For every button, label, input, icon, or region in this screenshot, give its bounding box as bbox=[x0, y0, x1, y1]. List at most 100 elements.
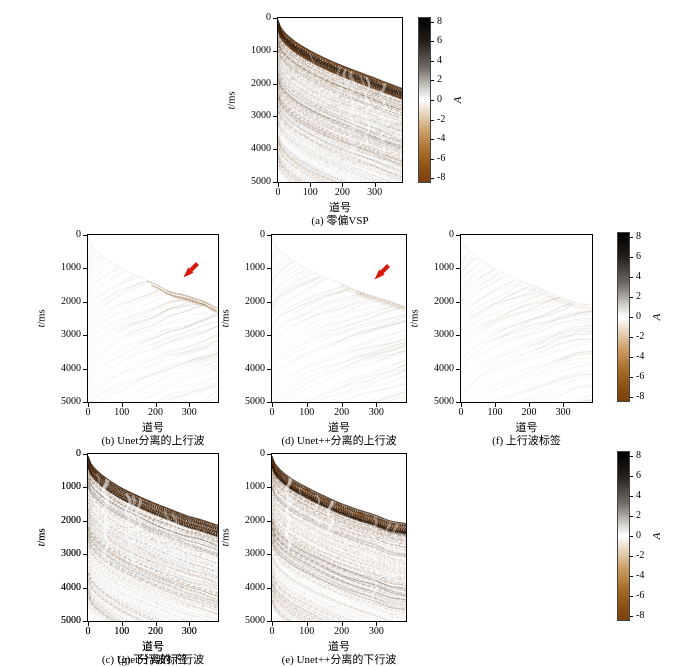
x-tick bbox=[374, 183, 376, 187]
y-tick-label: 0 bbox=[449, 229, 454, 240]
y-tick-label: 3000 bbox=[61, 548, 81, 560]
colorbar-tick bbox=[630, 536, 633, 537]
x-tick-label: 300 bbox=[368, 626, 384, 637]
y-tick bbox=[267, 235, 271, 236]
colorbar-tick-label: 2 bbox=[437, 74, 442, 86]
x-tick bbox=[563, 403, 565, 407]
colorbar-tick-label: -4 bbox=[437, 133, 446, 145]
x-tick bbox=[88, 622, 89, 626]
y-tick-label: 4000 bbox=[61, 362, 81, 374]
panel-g-downgoing-label: 0 1000 2000 3000 4000 5000 0 100 200 300 t/ms 道号 … bbox=[37, 449, 219, 666]
y-axis-label: t/ms bbox=[409, 309, 421, 328]
x-tick-label: 300 bbox=[181, 626, 197, 637]
colorbar-tick-label: 4 bbox=[636, 490, 641, 501]
panel-caption: (a) 零偏VSP bbox=[311, 215, 369, 227]
y-tick bbox=[456, 301, 460, 303]
x-tick bbox=[155, 622, 157, 626]
y-tick-label: 5000 bbox=[61, 615, 81, 626]
colorbar-tick bbox=[630, 616, 633, 617]
colorbar-tick-label: -4 bbox=[636, 570, 645, 581]
y-tick-label: 1000 bbox=[61, 481, 81, 493]
x-tick bbox=[306, 622, 308, 626]
x-axis-label: 道号 bbox=[142, 641, 164, 653]
panel-a-zero-offset-vsp: 0 1000 2000 3000 4000 5000 0 100 200 300 t/ms 道号 … bbox=[227, 13, 403, 227]
y-tick bbox=[83, 301, 87, 303]
x-tick bbox=[272, 403, 273, 407]
y-axis-label: t/ms bbox=[36, 309, 48, 328]
y-tick-label: 4000 bbox=[434, 362, 454, 374]
x-tick-label: 300 bbox=[181, 407, 197, 418]
colorbar-tick-label: -6 bbox=[437, 152, 446, 164]
y-tick bbox=[83, 335, 87, 337]
x-tick bbox=[189, 403, 191, 407]
y-tick bbox=[273, 83, 277, 85]
plot-area: 0 1000 2000 3000 4000 5000 0 100 200 300 bbox=[251, 13, 403, 198]
colorbar-tick-label: -8 bbox=[636, 391, 645, 402]
colorbar-gradient bbox=[617, 451, 630, 621]
y-tick bbox=[456, 268, 460, 270]
colorbar-tick-label: 6 bbox=[437, 35, 442, 47]
x-tick-label: 200 bbox=[521, 407, 537, 418]
colorbar-tick-label: -6 bbox=[636, 590, 645, 601]
plot-area: 0 1000 2000 3000 4000 5000 0 100 200 300 bbox=[245, 449, 407, 637]
colorbar-tick bbox=[630, 357, 633, 358]
y-tick bbox=[267, 301, 271, 303]
colorbar-row2: A 8 6 4 2 0 -2 -4 -6 -8 bbox=[617, 232, 663, 402]
x-tick bbox=[278, 183, 279, 187]
x-tick-label: 0 bbox=[85, 626, 91, 637]
colorbar-tick-label: 8 bbox=[437, 15, 442, 27]
y-tick-label: 2000 bbox=[245, 514, 265, 526]
y-tick-label: 1000 bbox=[251, 44, 271, 56]
x-tick-label: 0 bbox=[269, 626, 275, 637]
y-tick-label: 3000 bbox=[61, 548, 81, 560]
x-tick bbox=[88, 403, 89, 407]
colorbar-row1: A 8 6 4 2 0 -2 -4 -6 -8 bbox=[418, 16, 464, 183]
y-tick-label: 5000 bbox=[251, 176, 271, 187]
colorbar-tick bbox=[431, 60, 434, 62]
y-tick bbox=[456, 402, 460, 403]
colorbar-tick-label: 0 bbox=[437, 94, 442, 105]
x-tick-label: 300 bbox=[555, 407, 571, 418]
colorbar-row3: A 8 6 4 2 0 -2 -4 -6 -8 bbox=[617, 451, 663, 621]
y-axis-label: t/ms bbox=[220, 309, 232, 328]
y-tick bbox=[267, 520, 271, 522]
y-tick bbox=[83, 520, 87, 522]
y-tick bbox=[456, 235, 460, 236]
colorbar-tick bbox=[630, 297, 633, 298]
x-axis-label: 道号 bbox=[328, 641, 350, 653]
x-tick bbox=[310, 183, 312, 187]
y-tick-label: 4000 bbox=[245, 362, 265, 374]
y-tick bbox=[267, 621, 271, 622]
colorbar-tick-label: 4 bbox=[437, 54, 442, 66]
colorbar-tick bbox=[630, 456, 633, 457]
y-tick-label: 2000 bbox=[61, 514, 81, 526]
panel-e-unetpp-downgoing: 0 1000 2000 3000 4000 5000 0 100 200 300 t/ms 道号 … bbox=[221, 449, 407, 666]
colorbar-tick-label: -6 bbox=[636, 371, 645, 382]
y-tick bbox=[267, 402, 271, 403]
x-tick-label: 0 bbox=[85, 626, 91, 637]
colorbar-tick-label: 6 bbox=[636, 251, 641, 262]
y-tick-label: 3000 bbox=[61, 329, 81, 341]
colorbar-tick bbox=[630, 496, 633, 497]
y-tick-label: 4000 bbox=[245, 581, 265, 593]
y-tick-label: 3000 bbox=[251, 110, 271, 122]
colorbar-tick bbox=[630, 556, 633, 557]
y-tick-label: 3000 bbox=[245, 329, 265, 341]
colorbar-tick bbox=[630, 476, 633, 477]
colorbar-tick bbox=[630, 317, 633, 318]
y-tick bbox=[267, 268, 271, 270]
colorbar-tick-label: -2 bbox=[437, 113, 446, 125]
y-tick bbox=[83, 554, 87, 556]
x-tick-label: 100 bbox=[487, 407, 503, 418]
colorbar-tick-label: 6 bbox=[636, 470, 641, 481]
x-tick-label: 300 bbox=[368, 407, 384, 418]
y-tick bbox=[456, 335, 460, 337]
panel-d-unetpp-upgoing: 0 1000 2000 3000 4000 5000 0 100 200 300 t/ms 道号 … bbox=[221, 230, 407, 447]
colorbar-tick bbox=[431, 139, 434, 141]
colorbar-gradient bbox=[617, 232, 630, 402]
x-tick bbox=[342, 183, 344, 187]
colorbar-tick-label: 2 bbox=[636, 291, 641, 302]
x-tick bbox=[306, 403, 308, 407]
x-tick-label: 200 bbox=[148, 626, 164, 637]
y-tick-label: 2000 bbox=[61, 295, 81, 307]
